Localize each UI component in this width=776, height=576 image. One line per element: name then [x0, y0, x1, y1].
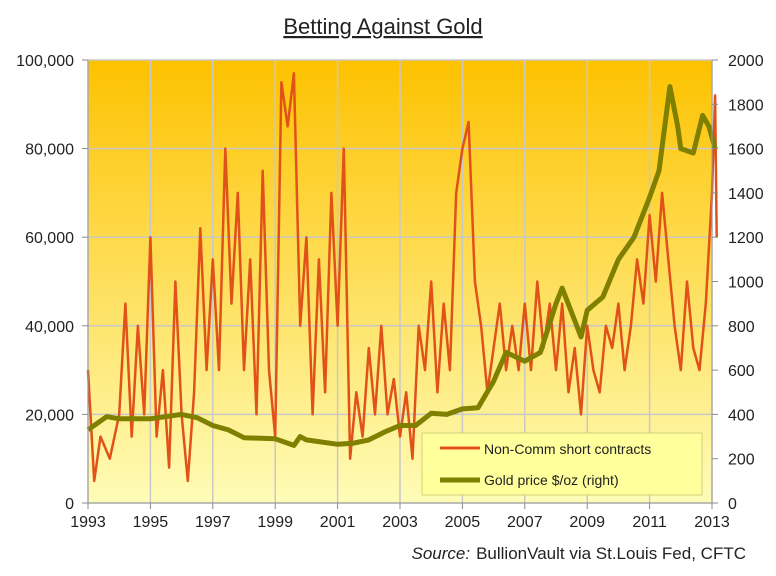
x-tick-label: 2011 [632, 514, 667, 531]
y-tick-label-right: 200 [728, 452, 755, 469]
x-tick-label: 2003 [382, 514, 418, 531]
source-text: BullionVault via St.Louis Fed, CFTC [476, 544, 746, 563]
chart-title: Betting Against Gold [283, 14, 482, 39]
y-tick-label-right: 1000 [728, 275, 764, 292]
y-tick-label-right: 1200 [728, 230, 764, 247]
y-tick-label-left: 100,000 [16, 53, 74, 70]
series-line-gold-price [86, 84, 718, 448]
x-tick-label: 1999 [257, 514, 293, 531]
y-tick-label-right: 400 [728, 407, 755, 424]
y-tick-label-right: 600 [728, 363, 755, 380]
x-tick-label: 2001 [320, 514, 356, 531]
y-tick-label-left: 20,000 [25, 407, 74, 424]
y-tick-label-left: 60,000 [25, 230, 74, 247]
x-tick-label: 1997 [195, 514, 231, 531]
x-tick-label: 2009 [569, 514, 605, 531]
y-tick-label-left: 0 [65, 496, 74, 513]
legend-label-gold: Gold price $/oz (right) [484, 472, 619, 488]
y-tick-label-right: 2000 [728, 53, 764, 70]
y-tick-label-left: 80,000 [25, 142, 74, 159]
legend-label-short: Non-Comm short contracts [484, 441, 651, 457]
x-tick-label: 1995 [133, 514, 169, 531]
x-tick-label: 2007 [507, 514, 543, 531]
y-tick-label-right: 1400 [728, 186, 764, 203]
source-label: Source: [411, 544, 470, 563]
y-tick-label-left: 40,000 [25, 319, 74, 336]
y-tick-label-right: 800 [728, 319, 755, 336]
x-tick-label: 2013 [694, 514, 730, 531]
x-tick-label: 2005 [445, 514, 481, 531]
y-tick-label-right: 1600 [728, 142, 764, 159]
source-note: Source: BullionVault via St.Louis Fed, CF… [411, 544, 746, 563]
y-tick-label-right: 0 [728, 496, 737, 513]
x-tick-label: 1993 [70, 514, 106, 531]
y-tick-label-right: 1800 [728, 97, 764, 114]
legend: Non-Comm short contracts Gold price $/oz… [421, 432, 703, 496]
